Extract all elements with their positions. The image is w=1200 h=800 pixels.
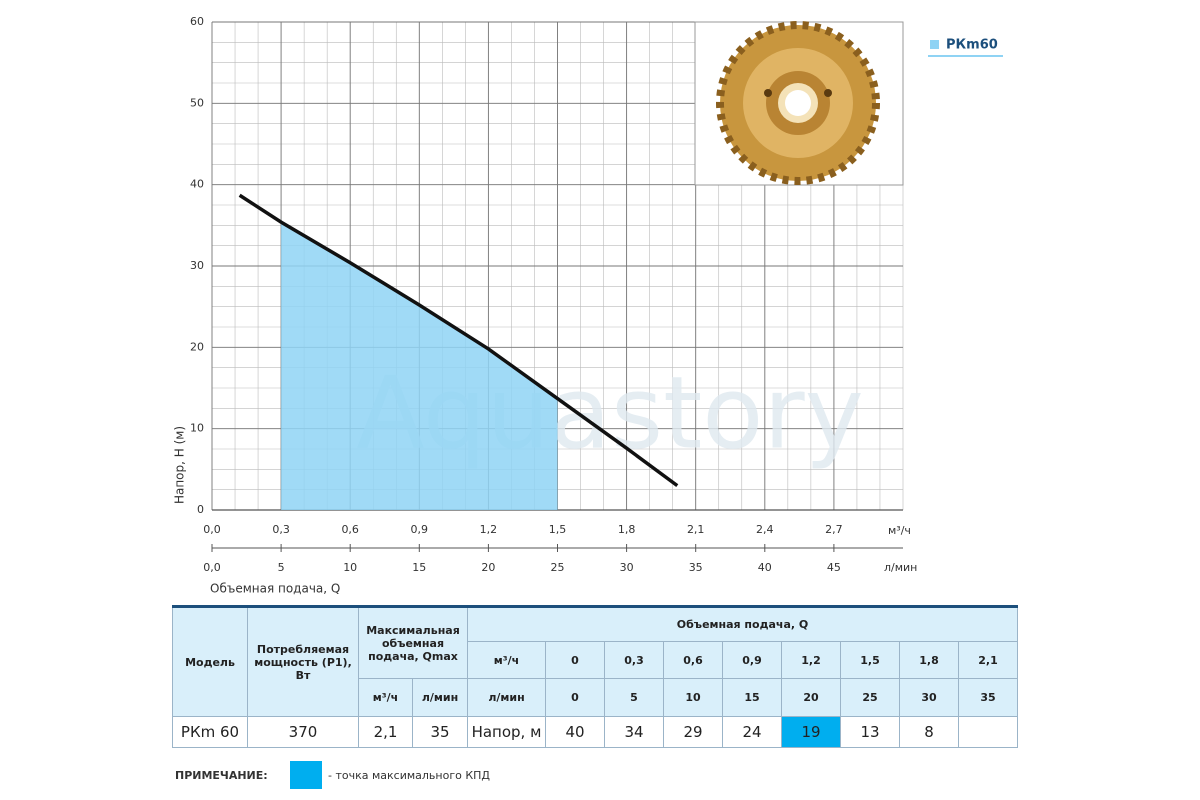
table-cell: 8: [899, 716, 959, 748]
table-cell: 370: [247, 716, 359, 748]
header-cell: 1,2: [781, 641, 841, 679]
y-tick-label: 20: [190, 340, 204, 353]
y-tick-label: 30: [190, 259, 204, 272]
header-cell: 30: [899, 678, 959, 717]
table-row: РКm 60 370 2,1 35 Напор, м 40 34 29 24 19 13 8: [172, 716, 1018, 748]
curve: [238, 193, 679, 488]
x-tick-label: 2,4: [756, 523, 774, 536]
y-tick-label: 50: [190, 96, 204, 109]
x-tick-label: 0,9: [411, 523, 429, 536]
header-cell: 15: [722, 678, 782, 717]
table-cell: 19: [781, 716, 841, 748]
header-cell: л/мин: [412, 678, 468, 717]
header-cell: 35: [958, 678, 1018, 717]
table-row: Модель Потребляемая мощность (Р1), Вт Макс…: [172, 606, 1018, 717]
x2-tick-label: 45: [827, 561, 841, 574]
note-swatch: [290, 761, 322, 789]
x2-tick-label: 40: [758, 561, 772, 574]
x2-tick-label: 0,0: [203, 561, 221, 574]
y-tick-label: 40: [190, 178, 204, 191]
header-cell: 5: [604, 678, 664, 717]
x2-tick-label: 10: [343, 561, 357, 574]
table-row: м³/ч л/мин л/мин 0 5 10 15 20 25 30 35: [173, 678, 1018, 717]
legend-label: РКm60: [946, 38, 998, 53]
y-tick-label: 60: [190, 15, 204, 28]
header-cell: 0,9: [722, 641, 782, 679]
header-cell: л/мин: [467, 678, 546, 717]
y-axis-title: Напор, Н (м): [173, 426, 187, 504]
impeller-image: [716, 21, 880, 185]
x-tick-label: 2,7: [825, 523, 843, 536]
x-tick-label: 0,6: [341, 523, 359, 536]
x-axis-title: Объемная подача, Q: [210, 582, 340, 596]
header-cell: 0,3: [604, 641, 664, 679]
note: ПРИМЕЧАНИЕ: - точка максимального КПД: [175, 760, 490, 790]
header-cell: Объемная подача, Q: [467, 606, 1018, 642]
header-cell: Максимальная объемная подача, Qmax: [358, 606, 468, 679]
x-tick-label: 1,8: [618, 523, 636, 536]
y-tick-label: 0: [197, 503, 204, 516]
x-tick-label: 2,1: [687, 523, 705, 536]
x2-tick-label: 20: [481, 561, 495, 574]
x2-tick-label: 15: [412, 561, 426, 574]
table-cell: 29: [663, 716, 723, 748]
table-cell: 34: [604, 716, 664, 748]
note-text: - точка максимального КПД: [328, 768, 491, 782]
data-table: Модель Потребляемая мощность (Р1), Вт Макс…: [172, 605, 1018, 748]
header-cell: Модель: [172, 606, 248, 717]
y-tick-label: 10: [190, 422, 204, 435]
header-cell: 0,6: [663, 641, 723, 679]
note-label: ПРИМЕЧАНИЕ:: [175, 768, 268, 782]
x-tick-label: 0,3: [272, 523, 290, 536]
header-cell: 2,1: [958, 641, 1018, 679]
x-unit: м³/ч: [888, 524, 911, 537]
x-tick-label: 0,0: [203, 523, 221, 536]
table-cell: 2,1: [358, 716, 413, 748]
x-tick-label: 1,2: [480, 523, 498, 536]
x2-tick-label: 35: [689, 561, 703, 574]
header-cell: 1,8: [899, 641, 959, 679]
header-cell: 0: [545, 641, 605, 679]
table-cell: 13: [840, 716, 900, 748]
table-cell: 24: [722, 716, 782, 748]
x2-unit: л/мин: [884, 561, 917, 574]
header-cell: 10: [663, 678, 723, 717]
header-cell: 25: [840, 678, 900, 717]
chart: 0 10 20 30 40 50 60 0,0 0,3 0,6 0,9 1,2 1,5 1,8 2,1 2,4…: [173, 15, 1003, 596]
x2-tick-label: 25: [551, 561, 565, 574]
table-cell: 40: [545, 716, 605, 748]
table-cell: РКm 60: [172, 716, 248, 748]
table-cell: [958, 716, 1018, 748]
x2-tick-label: 30: [620, 561, 634, 574]
table-cell: 35: [412, 716, 468, 748]
header-cell: 0: [545, 678, 605, 717]
table-cell: Напор, м: [467, 716, 546, 748]
header-cell: 20: [781, 678, 841, 717]
legend-swatch: [930, 40, 939, 49]
x2-tick-label: 5: [278, 561, 285, 574]
header-cell: Потребляемая мощность (Р1), Вт: [247, 606, 359, 717]
header-cell: м³/ч: [358, 678, 413, 717]
shaded-area: [281, 222, 558, 510]
header-cell: 1,5: [840, 641, 900, 679]
x-tick-label: 1,5: [549, 523, 567, 536]
header-cell: м³/ч: [467, 641, 546, 679]
